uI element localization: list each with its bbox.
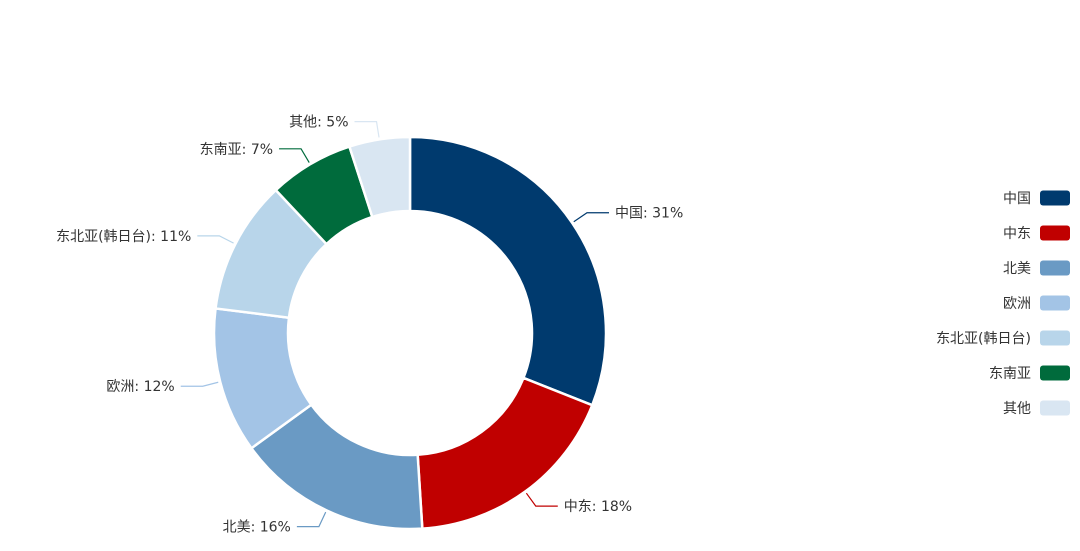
legend-swatch-2 — [1040, 260, 1070, 276]
donut-slice-1[interactable] — [416, 376, 594, 530]
legend-label-4: 东北亚(韩日台) — [936, 331, 1031, 347]
donut-slices — [212, 135, 608, 531]
legend-item-0[interactable]: 中国 — [1003, 190, 1070, 208]
leader-line-5 — [279, 148, 310, 163]
slice-label-4: 东北亚(韩日台): 11% — [56, 229, 191, 245]
leader-line-2 — [296, 511, 327, 528]
leader-line-4 — [197, 235, 234, 244]
legend-label-6: 其他 — [1003, 401, 1031, 417]
leader-line-1 — [525, 492, 558, 507]
label-leader-lines — [180, 121, 609, 528]
legend-item-2[interactable]: 北美 — [1003, 260, 1070, 278]
leader-line-3 — [180, 381, 219, 387]
legend-swatch-3 — [1040, 295, 1070, 311]
legend-swatch-1 — [1040, 225, 1070, 241]
slice-label-1: 中东: 18% — [564, 499, 632, 515]
legend-label-5: 东南亚 — [989, 366, 1031, 382]
slice-label-3: 欧洲: 12% — [106, 379, 174, 395]
legend-item-1[interactable]: 中东 — [1003, 225, 1070, 243]
legend-swatch-0 — [1040, 190, 1070, 206]
legend-swatch-5 — [1040, 365, 1070, 381]
legend-item-3[interactable]: 欧洲 — [1003, 295, 1070, 313]
legend-label-1: 中东 — [1003, 226, 1031, 242]
leader-line-6 — [354, 121, 380, 138]
slice-labels: 中国: 31% 中东: 18% 北美: 16% 欧洲: 12% 东北亚(韩日台): 11… — [56, 115, 683, 536]
legend-swatch-6 — [1040, 400, 1070, 416]
legend-label-3: 欧洲 — [1003, 296, 1031, 312]
legend-item-4[interactable]: 东北亚(韩日台) — [936, 330, 1070, 348]
legend-swatch-4 — [1040, 330, 1070, 346]
donut-slice-6[interactable] — [347, 135, 412, 219]
slice-label-2: 北美: 16% — [223, 520, 291, 536]
legend-item-6[interactable]: 其他 — [1003, 400, 1070, 418]
slice-label-6: 其他: 5% — [289, 115, 348, 131]
slice-label-5: 东南亚: 7% — [200, 142, 273, 158]
legend-item-5[interactable]: 东南亚 — [989, 365, 1070, 383]
donut-slice-0[interactable] — [408, 135, 608, 407]
legend-label-2: 北美 — [1003, 261, 1031, 277]
slice-label-0: 中国: 31% — [615, 206, 683, 222]
legend-label-0: 中国 — [1003, 191, 1031, 207]
leader-line-0 — [573, 212, 609, 223]
